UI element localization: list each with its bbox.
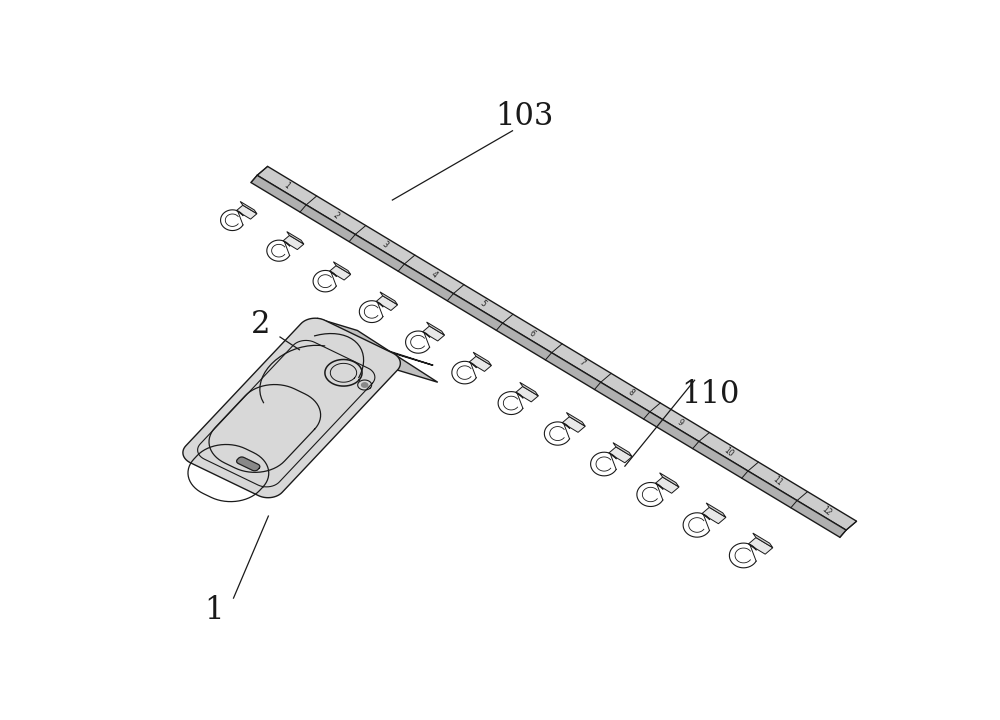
Text: 3: 3: [380, 240, 390, 250]
Polygon shape: [613, 443, 632, 456]
Text: 8: 8: [626, 387, 635, 397]
Polygon shape: [427, 322, 445, 336]
Polygon shape: [283, 235, 304, 250]
Polygon shape: [240, 202, 257, 214]
Polygon shape: [753, 533, 773, 548]
Polygon shape: [469, 356, 491, 372]
Polygon shape: [655, 477, 679, 493]
Polygon shape: [317, 318, 438, 382]
Polygon shape: [183, 318, 400, 498]
Text: 1: 1: [282, 181, 292, 191]
Text: 1: 1: [204, 595, 224, 626]
Polygon shape: [380, 292, 398, 305]
Polygon shape: [516, 387, 538, 402]
Polygon shape: [660, 473, 679, 487]
Polygon shape: [362, 383, 368, 387]
Polygon shape: [609, 447, 632, 463]
Text: 5: 5: [478, 299, 488, 309]
Text: 4: 4: [429, 269, 439, 279]
Text: 2: 2: [331, 210, 341, 220]
Text: 9: 9: [675, 417, 684, 427]
Polygon shape: [376, 296, 398, 310]
Polygon shape: [562, 417, 585, 432]
Polygon shape: [702, 508, 726, 523]
Polygon shape: [473, 352, 491, 366]
Text: 103: 103: [495, 102, 553, 132]
Polygon shape: [423, 326, 445, 341]
Polygon shape: [257, 166, 857, 530]
Polygon shape: [237, 457, 260, 471]
Polygon shape: [706, 503, 726, 518]
Text: 110: 110: [681, 379, 739, 410]
Text: 10: 10: [722, 445, 735, 459]
Polygon shape: [251, 175, 846, 537]
Polygon shape: [330, 266, 351, 280]
Polygon shape: [333, 262, 351, 274]
Text: 7: 7: [577, 358, 586, 368]
Text: 2: 2: [251, 310, 270, 341]
Text: 12: 12: [820, 505, 833, 518]
Polygon shape: [748, 538, 773, 554]
Polygon shape: [520, 382, 538, 396]
Polygon shape: [236, 205, 257, 219]
Polygon shape: [301, 323, 433, 365]
Polygon shape: [566, 413, 585, 426]
Text: 11: 11: [771, 474, 784, 488]
Polygon shape: [287, 232, 304, 244]
Text: 6: 6: [528, 328, 537, 338]
